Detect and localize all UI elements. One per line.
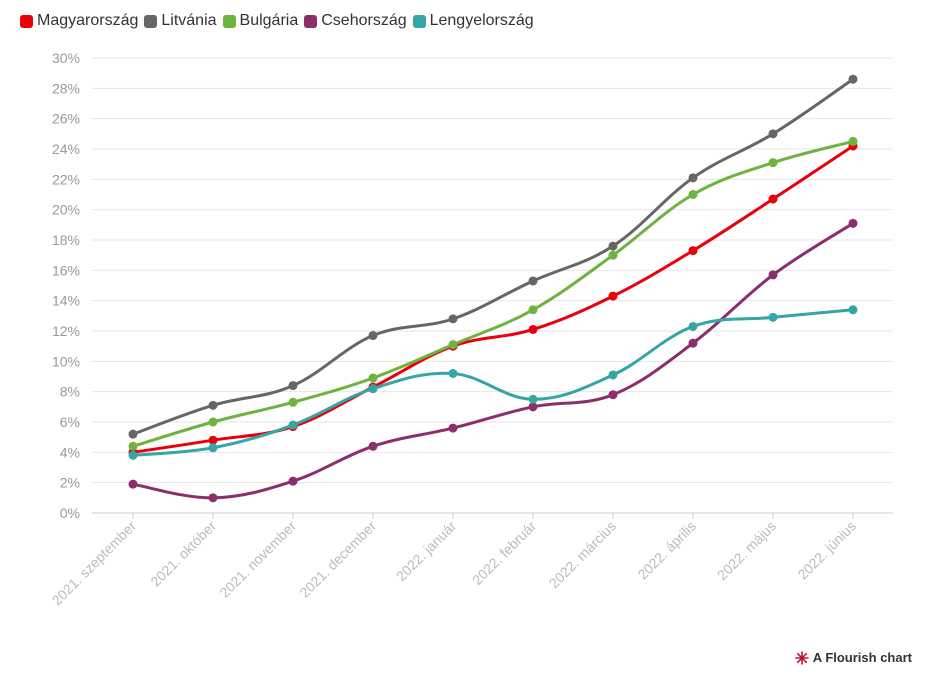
data-point [208, 493, 218, 503]
y-tick-label: 18% [52, 232, 80, 248]
legend-swatch [412, 14, 426, 28]
legend-swatch [304, 14, 318, 28]
legend-swatch [144, 14, 158, 28]
data-point [848, 74, 858, 84]
data-point [208, 400, 218, 410]
legend-item[interactable]: Magyarország [20, 12, 138, 30]
data-point [448, 340, 458, 350]
x-tick-label: 2021. október [147, 518, 219, 590]
data-point [848, 218, 858, 228]
data-point [768, 194, 778, 204]
y-tick-label: 16% [52, 262, 80, 278]
data-point [288, 381, 298, 391]
x-tick-label: 2021. november [216, 518, 299, 601]
data-point [208, 417, 218, 427]
data-point [448, 314, 458, 324]
legend-label: Csehország [321, 12, 407, 29]
data-point [288, 476, 298, 486]
legend-item[interactable]: Litvánia [144, 12, 217, 30]
data-point [128, 479, 138, 489]
y-tick-label: 22% [52, 171, 80, 187]
data-point [288, 397, 298, 407]
data-point [768, 129, 778, 139]
line-chart: 0% 2% 4% 6% 8% 10% 12% 14% 16% 18% 20% 22% 24% 26% 28%… [49, 50, 893, 609]
x-tick-label: 2022. január [393, 518, 460, 585]
y-tick-label: 14% [52, 293, 80, 309]
legend-swatch [222, 14, 236, 28]
data-point [688, 338, 698, 348]
legend-item[interactable]: Bulgária [222, 12, 299, 30]
legend-label: Litvánia [161, 12, 217, 29]
data-point [608, 250, 618, 260]
data-point [608, 390, 618, 400]
legend: Magyarország Litvánia Bulgária Csehország Le… [20, 10, 540, 32]
legend-swatch [20, 14, 33, 28]
series-line [131, 221, 855, 500]
legend-label: Magyarország [37, 12, 139, 29]
data-point [448, 423, 458, 433]
y-tick-label: 2% [60, 475, 80, 491]
data-point [528, 402, 538, 412]
y-tick-label: 10% [52, 353, 80, 369]
data-point [368, 384, 378, 394]
data-point [688, 190, 698, 199]
data-point [688, 246, 698, 256]
x-tick-label: 2022. június [794, 518, 859, 583]
data-point [288, 420, 298, 430]
data-point [128, 429, 138, 439]
legend-label: Bulgária [239, 12, 299, 29]
x-tick-label: 2022. április [634, 518, 699, 583]
flourish-logo-icon [794, 650, 809, 665]
x-tick-label: 2022. február [469, 518, 539, 588]
y-tick-label: 8% [60, 384, 80, 400]
data-point [368, 331, 378, 341]
y-tick-label: 30% [52, 50, 80, 66]
credit-label: A Flourish chart [812, 650, 912, 665]
data-point [688, 173, 698, 183]
data-point [368, 441, 378, 451]
data-point [128, 450, 138, 460]
y-tick-label: 4% [60, 444, 80, 460]
data-point [768, 312, 778, 322]
data-point [128, 441, 138, 451]
legend-item[interactable]: Csehország [304, 12, 407, 30]
flourish-credit[interactable]: A Flourish chart [794, 650, 912, 665]
data-point [768, 158, 778, 168]
data-point [448, 368, 458, 378]
x-tick-label: 2022. március [546, 518, 619, 591]
data-point [608, 370, 618, 380]
data-point [848, 305, 858, 315]
y-tick-label: 28% [52, 80, 80, 96]
data-point [608, 241, 618, 251]
data-point [528, 305, 538, 315]
data-point [768, 270, 778, 280]
y-tick-label: 6% [60, 414, 80, 430]
series-line [131, 139, 855, 448]
y-tick-label: 12% [52, 323, 80, 339]
data-point [528, 324, 538, 334]
data-point [208, 443, 218, 453]
data-point [368, 373, 378, 383]
x-tick-label: 2022. május [714, 518, 779, 583]
series-line [131, 144, 855, 454]
y-tick-label: 20% [52, 202, 80, 218]
y-tick-label: 0% [60, 505, 80, 521]
x-tick-label: 2021. december [296, 518, 379, 601]
data-point [208, 435, 218, 445]
data-point [528, 276, 538, 286]
series-line [131, 77, 855, 436]
legend-label: Lengyelország [429, 12, 534, 29]
data-point [528, 394, 538, 404]
data-point [848, 136, 858, 146]
y-tick-label: 24% [52, 141, 80, 157]
data-point [688, 321, 698, 331]
y-tick-label: 26% [52, 111, 80, 127]
legend-item[interactable]: Lengyelország [412, 12, 534, 30]
series-line [131, 308, 855, 457]
x-tick-label: 2021. szeptember [49, 518, 140, 609]
data-point [608, 291, 618, 301]
